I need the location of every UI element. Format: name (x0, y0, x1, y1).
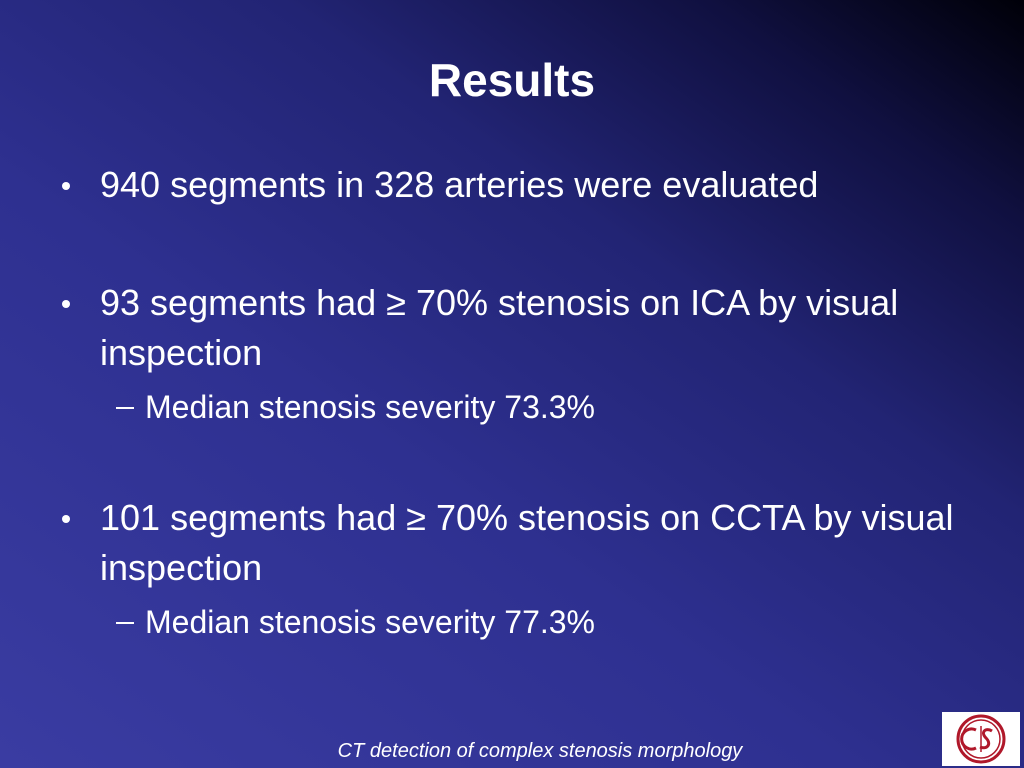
bullet-text: 101 segments had ≥ 70% stenosis on CCTA … (100, 497, 954, 588)
sub-bullet-text: Median stenosis severity 73.3% (145, 389, 595, 425)
sub-bullet: Median stenosis severity 77.3% (116, 600, 965, 644)
bullet: 101 segments had ≥ 70% stenosis on CCTA … (62, 493, 960, 593)
sub-dash (116, 407, 134, 409)
bullet-dot (62, 515, 70, 523)
footer: CT detection of complex stenosis morphol… (337, 740, 743, 762)
bullet-dot (62, 300, 70, 308)
sub-bullet: Median stenosis severity 73.3% (116, 385, 965, 429)
slide-title: Results (428, 54, 596, 106)
sub-dash (116, 622, 134, 624)
bullet: 93 segments had ≥ 70% stenosis on ICA by… (62, 278, 960, 378)
sub-bullet-text: Median stenosis severity 77.3% (145, 604, 595, 640)
logo (942, 712, 1020, 766)
bullet: 940 segments in 328 arteries were evalua… (62, 160, 960, 210)
bullet-text: 940 segments in 328 arteries were evalua… (100, 164, 819, 205)
bullet-text: 93 segments had ≥ 70% stenosis on ICA by… (100, 282, 899, 373)
bullet-dot (62, 182, 70, 190)
